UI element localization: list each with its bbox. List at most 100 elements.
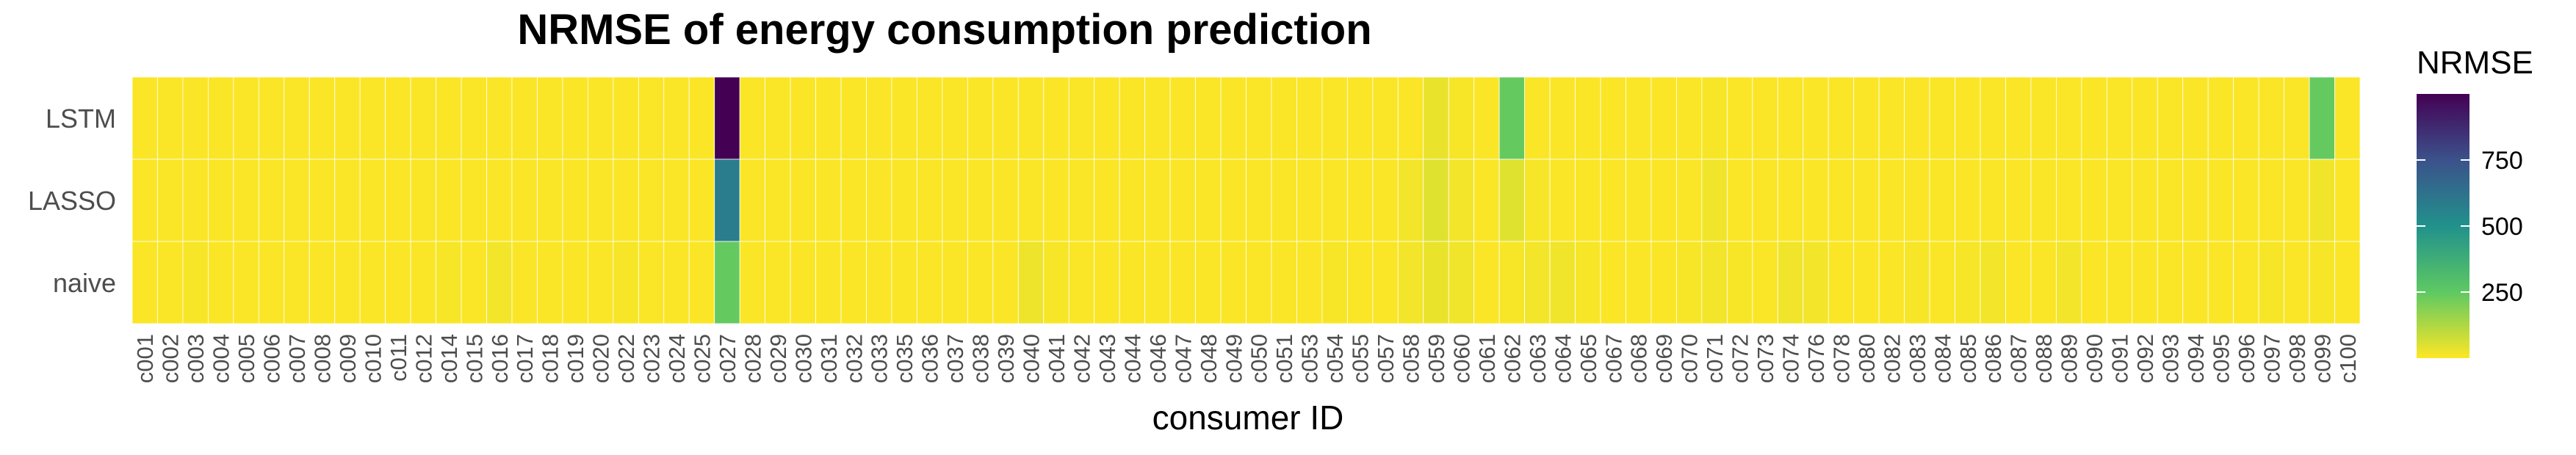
column-label: c017 bbox=[512, 334, 538, 383]
heatmap-cell bbox=[1626, 241, 1652, 324]
row-label: LSTM bbox=[46, 103, 116, 134]
heatmap-cell bbox=[334, 159, 361, 242]
heatmap-cell bbox=[410, 159, 436, 242]
heatmap-cell bbox=[2157, 159, 2184, 242]
heatmap-cell bbox=[309, 76, 336, 160]
heatmap-cell bbox=[1043, 159, 1069, 242]
heatmap-cell bbox=[1448, 159, 1475, 242]
heatmap-cell bbox=[1929, 241, 1955, 324]
column-label: c099 bbox=[2309, 334, 2335, 383]
heatmap-cell bbox=[1397, 76, 1424, 160]
column-label: c043 bbox=[1094, 334, 1120, 383]
column-label: c032 bbox=[841, 334, 867, 383]
column-label: c090 bbox=[2082, 334, 2107, 383]
heatmap-cell bbox=[1980, 159, 2006, 242]
heatmap-cell bbox=[1549, 241, 1576, 324]
heatmap-cell bbox=[359, 76, 386, 160]
heatmap-cell bbox=[2030, 159, 2057, 242]
heatmap-cell bbox=[840, 76, 867, 160]
column-label: c098 bbox=[2284, 334, 2310, 383]
heatmap-cell bbox=[739, 159, 766, 242]
heatmap-cell bbox=[1726, 159, 1753, 242]
heatmap-cell bbox=[2309, 76, 2335, 160]
heatmap-cell bbox=[1246, 159, 1272, 242]
column-label: c096 bbox=[2234, 334, 2259, 383]
heatmap-cell bbox=[1043, 241, 1069, 324]
heatmap-cell bbox=[1017, 76, 1045, 160]
heatmap-cell bbox=[2056, 159, 2082, 242]
heatmap-cell bbox=[2233, 241, 2259, 324]
heatmap-cell bbox=[1119, 76, 1146, 160]
heatmap-cell bbox=[790, 159, 816, 242]
column-label: c086 bbox=[1980, 334, 2006, 383]
heatmap-cell bbox=[613, 241, 639, 324]
heatmap-cell bbox=[1043, 76, 1069, 160]
column-label: c025 bbox=[689, 334, 715, 383]
column-label: c016 bbox=[487, 334, 513, 383]
heatmap-cells bbox=[131, 76, 2361, 324]
heatmap-cell bbox=[840, 159, 867, 242]
heatmap-cell bbox=[562, 76, 588, 160]
heatmap-cell bbox=[2207, 159, 2234, 242]
heatmap-cell bbox=[131, 76, 158, 160]
heatmap-cell bbox=[1524, 241, 1551, 324]
heatmap-cell bbox=[638, 159, 665, 242]
heatmap-cell bbox=[157, 76, 184, 160]
heatmap-cell bbox=[2081, 241, 2107, 324]
column-label: c047 bbox=[1170, 334, 1196, 383]
column-label: c014 bbox=[436, 334, 462, 383]
heatmap-cell bbox=[1448, 241, 1475, 324]
heatmap-cell bbox=[1144, 159, 1171, 242]
heatmap-cell bbox=[714, 159, 740, 242]
column-label: c039 bbox=[993, 334, 1019, 383]
heatmap-cell bbox=[1169, 159, 1196, 242]
column-label: c085 bbox=[1955, 334, 1981, 383]
heatmap-cell bbox=[967, 76, 994, 160]
heatmap-cell bbox=[1195, 159, 1222, 242]
heatmap-cell bbox=[2334, 76, 2361, 160]
column-label: c058 bbox=[1399, 334, 1424, 383]
heatmap-cell bbox=[1017, 159, 1045, 242]
heatmap-cell bbox=[891, 241, 917, 324]
heatmap-cell bbox=[182, 159, 209, 242]
column-label: c046 bbox=[1145, 334, 1171, 383]
heatmap-cell bbox=[2334, 241, 2361, 324]
heatmap-cell bbox=[663, 159, 690, 242]
column-label: c027 bbox=[715, 334, 740, 383]
column-label: c097 bbox=[2259, 334, 2284, 383]
column-label: c071 bbox=[1702, 334, 1728, 383]
heatmap-cell bbox=[334, 241, 361, 324]
heatmap-cell bbox=[815, 159, 842, 242]
heatmap-cell bbox=[511, 241, 538, 324]
heatmap-cell bbox=[739, 241, 766, 324]
heatmap-cell bbox=[2132, 241, 2158, 324]
heatmap-cell bbox=[309, 159, 336, 242]
heatmap-cell bbox=[131, 159, 158, 242]
column-label: c022 bbox=[613, 334, 639, 383]
heatmap-cell bbox=[2056, 76, 2082, 160]
column-labels: c001 c002 c003 c004 c005 c006 c007 c008 c009 c010… bbox=[132, 334, 2361, 383]
heatmap-cell bbox=[1321, 159, 1348, 242]
heatmap-cell bbox=[436, 241, 462, 324]
column-label: c012 bbox=[411, 334, 436, 383]
column-label: c069 bbox=[1651, 334, 1677, 383]
heatmap-cell bbox=[891, 76, 917, 160]
heatmap-cell bbox=[511, 159, 538, 242]
column-label: c073 bbox=[1753, 334, 1778, 383]
column-label: c089 bbox=[2057, 334, 2082, 383]
column-label: c003 bbox=[183, 334, 209, 383]
column-label: c059 bbox=[1424, 334, 1449, 383]
heatmap-cell bbox=[1195, 241, 1222, 324]
heatmap-cell bbox=[1828, 76, 1855, 160]
heatmap-cell bbox=[967, 241, 994, 324]
heatmap-cell bbox=[2207, 76, 2234, 160]
heatmap-cell bbox=[1220, 159, 1246, 242]
heatmap-cell bbox=[1752, 159, 1778, 242]
heatmap-cell bbox=[1094, 241, 1120, 324]
heatmap-cell bbox=[1271, 76, 1297, 160]
row-label: LASSO bbox=[28, 186, 116, 216]
heatmap-cell bbox=[486, 76, 513, 160]
heatmap-cell bbox=[2106, 241, 2133, 324]
column-label: c009 bbox=[335, 334, 361, 383]
heatmap-cell bbox=[1321, 76, 1348, 160]
